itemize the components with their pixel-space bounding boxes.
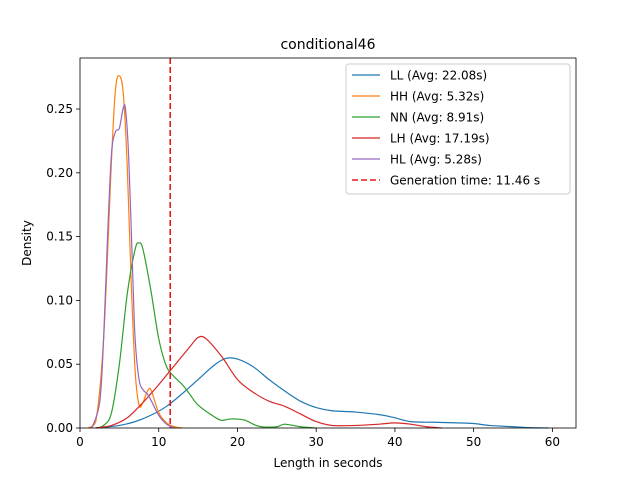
- legend: LL (Avg: 22.08s) HH (Avg: 5.32s) NN (Avg: …: [345, 63, 571, 195]
- y-tick-label: 0.10: [46, 293, 73, 307]
- legend-label-6: Generation time: 11.46 s: [390, 174, 540, 188]
- series-line-1: [103, 357, 549, 429]
- x-axis-label: Length in seconds: [273, 456, 382, 470]
- plot-area: [79, 57, 577, 429]
- legend-label-5: HL (Avg: 5.28s): [390, 153, 482, 167]
- series-line-3: [95, 242, 317, 429]
- series-line-5: [91, 104, 175, 429]
- x-tick-label: 40: [387, 435, 402, 449]
- legend-box: [345, 63, 571, 195]
- x-tick-label: 30: [309, 435, 324, 449]
- y-tick-label: 0.20: [46, 166, 73, 180]
- x-tick-label: 0: [76, 435, 84, 449]
- y-tick-label: 0.15: [46, 230, 73, 244]
- series-line-4: [95, 335, 443, 429]
- y-tick-label: 0.00: [46, 421, 73, 435]
- x-tick-label: 20: [230, 435, 245, 449]
- legend-label-2: HH (Avg: 5.32s): [390, 90, 484, 104]
- series-layer: [87, 75, 549, 429]
- chart-title: conditional46: [280, 37, 375, 53]
- y-tick-label: 0.05: [46, 357, 73, 371]
- x-tick-label: 60: [545, 435, 560, 449]
- y-axis-ticks: 0.00 0.05 0.10 0.15 0.20 0.25: [46, 102, 80, 435]
- x-tick-label: 10: [151, 435, 166, 449]
- y-tick-label: 0.25: [46, 102, 73, 116]
- axes-frame: [79, 57, 577, 429]
- y-axis-label: Density: [20, 220, 34, 266]
- x-axis-ticks: 0 10 20 30 40 50 60: [76, 428, 560, 449]
- x-tick-label: 50: [466, 435, 481, 449]
- legend-label-4: LH (Avg: 17.19s): [390, 132, 490, 146]
- series-line-2: [87, 75, 183, 429]
- legend-label-1: LL (Avg: 22.08s): [390, 69, 487, 83]
- legend-label-3: NN (Avg: 8.91s): [390, 111, 484, 125]
